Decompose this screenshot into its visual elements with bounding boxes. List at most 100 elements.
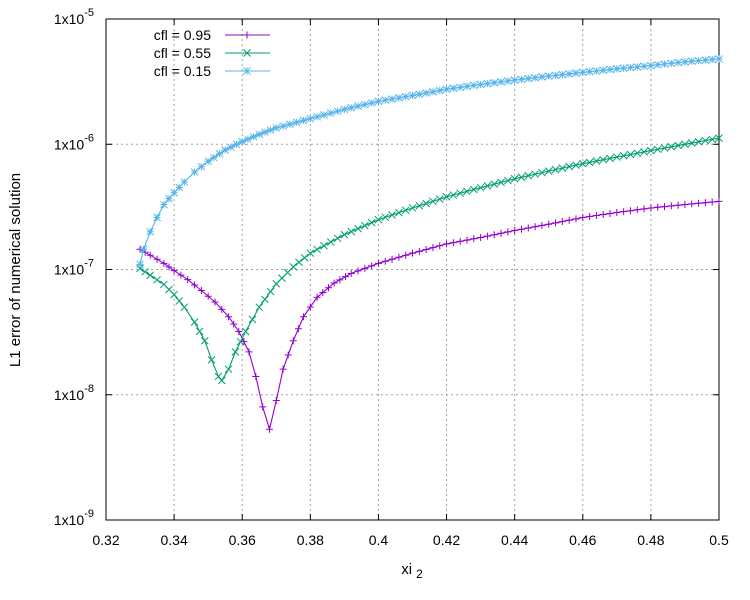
- cross-marker: [347, 227, 356, 236]
- cross-marker: [224, 365, 233, 374]
- y-tick-label: 1x10-9: [54, 508, 94, 528]
- plus-marker: [620, 208, 628, 216]
- series-3: [136, 55, 723, 269]
- star-marker: [517, 75, 526, 84]
- cross-marker: [551, 165, 560, 174]
- plus-marker: [456, 237, 464, 245]
- x-tick-label: 0.46: [569, 532, 596, 548]
- series-1: [136, 197, 723, 433]
- plus-marker: [245, 348, 253, 356]
- star-marker: [232, 140, 241, 149]
- cross-marker: [141, 267, 150, 276]
- plus-marker: [225, 313, 233, 321]
- y-tick-label-exponent: -6: [84, 132, 94, 144]
- star-marker: [456, 83, 465, 92]
- plus-marker: [626, 207, 634, 215]
- plus-marker: [443, 240, 451, 248]
- star-marker: [170, 188, 178, 197]
- plus-marker: [633, 206, 641, 214]
- y-tick-label-exponent: -7: [84, 258, 94, 270]
- star-marker: [299, 116, 308, 125]
- star-marker: [313, 112, 321, 121]
- y-axis-title: L1 error of numerical solution: [7, 173, 24, 367]
- plus-marker: [160, 259, 168, 267]
- plus-marker: [330, 279, 338, 287]
- plus-marker: [681, 201, 689, 209]
- cross-marker: [374, 215, 383, 224]
- plus-marker: [289, 337, 297, 345]
- cross-marker: [442, 193, 451, 201]
- cross-marker: [681, 140, 689, 149]
- plus-marker: [449, 239, 457, 247]
- plus-marker: [463, 236, 471, 244]
- cross-marker: [266, 287, 275, 296]
- cross-marker: [340, 230, 349, 239]
- plus-marker: [354, 267, 362, 275]
- star-marker: [558, 70, 567, 79]
- legend-item: cfl = 0.95: [154, 27, 270, 43]
- star-marker: [333, 107, 342, 116]
- star-marker: [490, 78, 499, 87]
- cross-marker: [180, 303, 189, 312]
- cross-marker: [538, 168, 546, 177]
- star-marker: [463, 82, 471, 91]
- cross-marker: [578, 159, 587, 168]
- star-marker: [715, 55, 723, 63]
- cross-marker: [572, 161, 580, 170]
- x-tick-label: 0.48: [637, 532, 664, 548]
- plus-marker: [165, 263, 173, 271]
- plus-marker: [572, 215, 580, 223]
- plus-marker: [640, 205, 648, 213]
- star-marker: [354, 102, 362, 110]
- cross-marker: [544, 167, 553, 175]
- plus-marker: [647, 204, 655, 212]
- star-marker: [708, 55, 717, 64]
- star-marker: [190, 168, 199, 176]
- star-marker: [667, 59, 676, 68]
- star-marker: [572, 69, 580, 77]
- cross-marker: [558, 164, 567, 172]
- star-marker: [326, 109, 335, 117]
- plus-marker: [606, 210, 614, 218]
- cross-marker: [415, 201, 424, 210]
- cross-marker: [585, 158, 594, 167]
- y-tick-label-base: 1x10: [54, 387, 85, 403]
- plus-marker: [552, 219, 560, 227]
- star-marker: [204, 157, 213, 166]
- plus-marker: [415, 247, 423, 255]
- y-tick-label: 1x10-6: [54, 132, 94, 152]
- cross-marker: [248, 315, 257, 324]
- y-tick-label: 1x10-7: [54, 258, 94, 278]
- plus-marker: [342, 273, 350, 281]
- star-marker: [215, 149, 224, 158]
- cross-marker: [333, 234, 342, 243]
- cross-marker: [483, 182, 492, 190]
- star-marker: [687, 57, 696, 66]
- plus-marker: [313, 293, 321, 301]
- star-marker: [244, 135, 252, 144]
- star-marker: [653, 60, 662, 69]
- star-marker: [497, 78, 505, 86]
- cross-marker: [243, 49, 251, 57]
- cross-marker: [435, 195, 444, 203]
- plus-marker: [230, 320, 238, 328]
- cross-marker: [408, 204, 417, 212]
- plus-marker: [402, 251, 410, 259]
- cross-marker: [236, 337, 245, 346]
- star-marker: [694, 56, 703, 65]
- plus-marker: [272, 396, 280, 404]
- cross-marker: [497, 178, 505, 187]
- star-marker: [374, 97, 383, 106]
- plus-marker: [218, 305, 226, 313]
- cross-marker: [606, 154, 614, 163]
- cross-marker: [429, 197, 437, 206]
- cross-marker: [626, 150, 635, 159]
- cross-marker: [701, 136, 710, 145]
- plus-marker: [524, 224, 532, 232]
- plus-marker: [319, 289, 327, 297]
- cross-marker: [295, 258, 303, 267]
- star-marker: [261, 128, 269, 137]
- plus-marker: [336, 276, 344, 284]
- cross-marker: [354, 224, 362, 233]
- x-tick-label: 0.44: [501, 532, 528, 548]
